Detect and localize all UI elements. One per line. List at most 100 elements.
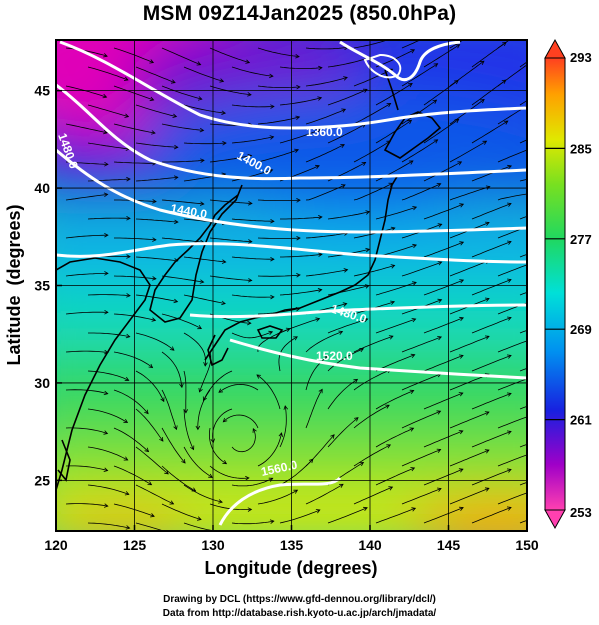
streamline-arrowhead <box>270 218 275 224</box>
streamline <box>449 140 487 163</box>
streamline <box>353 140 391 163</box>
streamline <box>353 335 394 353</box>
streamline-arrowhead <box>103 390 109 396</box>
streamline-arrowhead <box>103 129 108 135</box>
streamline-arrowhead <box>160 397 165 403</box>
streamline <box>87 142 130 150</box>
streamline <box>471 241 512 258</box>
streamline <box>449 260 490 277</box>
streamline <box>257 308 300 315</box>
streamline <box>209 85 252 96</box>
streamline <box>209 199 252 204</box>
streamline-arrowhead <box>433 139 439 144</box>
streamline-arrowhead <box>457 161 463 166</box>
contour-label: 1520.0 <box>316 349 353 363</box>
streamline <box>135 142 178 148</box>
colorbar-tick-label: 285 <box>570 141 592 156</box>
streamline-arrowhead <box>459 279 465 284</box>
streamline <box>497 416 527 429</box>
streamline-arrowhead <box>285 327 291 332</box>
streamline <box>471 355 512 372</box>
streamline <box>161 85 202 100</box>
streamline-arrowhead <box>533 451 537 455</box>
streamline <box>183 370 187 413</box>
streamline-arrowhead <box>195 425 201 431</box>
streamline-arrowhead <box>270 104 275 109</box>
streamline <box>65 350 108 353</box>
streamline <box>257 432 282 467</box>
streamline <box>199 351 212 393</box>
streamline-arrowhead <box>218 388 224 393</box>
streamline-arrowhead <box>359 461 365 467</box>
streamline-arrowhead <box>437 298 443 304</box>
streamline <box>257 328 291 353</box>
streamline <box>113 47 154 63</box>
x-tick-label: 125 <box>123 537 147 553</box>
streamline <box>209 275 252 281</box>
streamline <box>65 273 108 277</box>
streamline-arrowhead <box>388 335 394 340</box>
streamline-arrowhead <box>338 330 344 335</box>
streamline <box>161 313 202 329</box>
streamline <box>353 227 395 239</box>
streamline-arrowhead <box>342 302 348 307</box>
colorbar-tick-label: 293 <box>570 50 592 65</box>
streamline-arrowhead <box>386 140 392 145</box>
streamline <box>87 522 130 529</box>
streamline-arrowhead <box>125 525 131 530</box>
streamline <box>497 105 527 125</box>
streamline-arrowhead <box>197 324 203 330</box>
streamline <box>423 118 459 144</box>
streamline <box>135 370 165 402</box>
streamline <box>471 317 512 334</box>
streamline-arrowhead <box>362 88 368 93</box>
streamline <box>327 211 370 220</box>
streamline <box>471 279 512 296</box>
streamline-arrowhead <box>507 240 512 245</box>
streamline-arrowhead <box>150 513 155 518</box>
y-axis-label: Latitude (degrees) <box>4 204 24 365</box>
geopotential-contours <box>56 40 527 526</box>
streamline <box>87 446 128 461</box>
colorbar-tick-label: 253 <box>570 505 592 520</box>
x-tick-label: 140 <box>358 537 382 553</box>
x-tick-label: 145 <box>437 537 461 553</box>
streamline-arrowhead <box>530 102 534 105</box>
streamline-arrowhead <box>173 258 179 263</box>
streamline-arrowhead <box>533 261 537 265</box>
streamline-arrowhead <box>459 241 465 246</box>
streamline <box>161 427 186 464</box>
streamline <box>497 149 527 163</box>
streamline-arrowhead <box>248 201 253 206</box>
streamline-arrowhead <box>436 30 440 33</box>
streamline <box>257 47 300 57</box>
streamline <box>497 340 527 353</box>
streamline-arrowhead <box>256 374 261 379</box>
streamline-arrowhead <box>506 468 512 473</box>
streamline-arrowhead <box>200 158 205 163</box>
streamline <box>231 428 256 453</box>
streamline <box>327 417 359 448</box>
streamline <box>223 414 259 429</box>
streamline-arrowhead <box>124 376 130 381</box>
streamline-arrowhead <box>104 309 109 315</box>
streamline <box>497 226 527 239</box>
streamline <box>497 492 527 505</box>
streamline <box>375 120 412 144</box>
streamline-arrowhead <box>386 444 392 449</box>
y-tick-label: 30 <box>34 375 50 391</box>
streamline <box>183 104 226 114</box>
streamline-arrowhead <box>222 141 227 146</box>
streamline <box>375 318 416 334</box>
streamline-arrowhead <box>151 130 156 135</box>
streamline <box>471 431 512 448</box>
streamline-arrowhead <box>149 59 155 64</box>
streamline-arrowhead <box>104 349 109 355</box>
streamline-arrowhead <box>179 383 184 389</box>
streamline-arrowhead <box>199 279 205 284</box>
streamline <box>423 355 464 372</box>
streamline-arrowhead <box>410 49 416 54</box>
streamline <box>113 275 156 280</box>
streamline-arrowhead <box>172 532 176 536</box>
streamline <box>401 336 442 353</box>
